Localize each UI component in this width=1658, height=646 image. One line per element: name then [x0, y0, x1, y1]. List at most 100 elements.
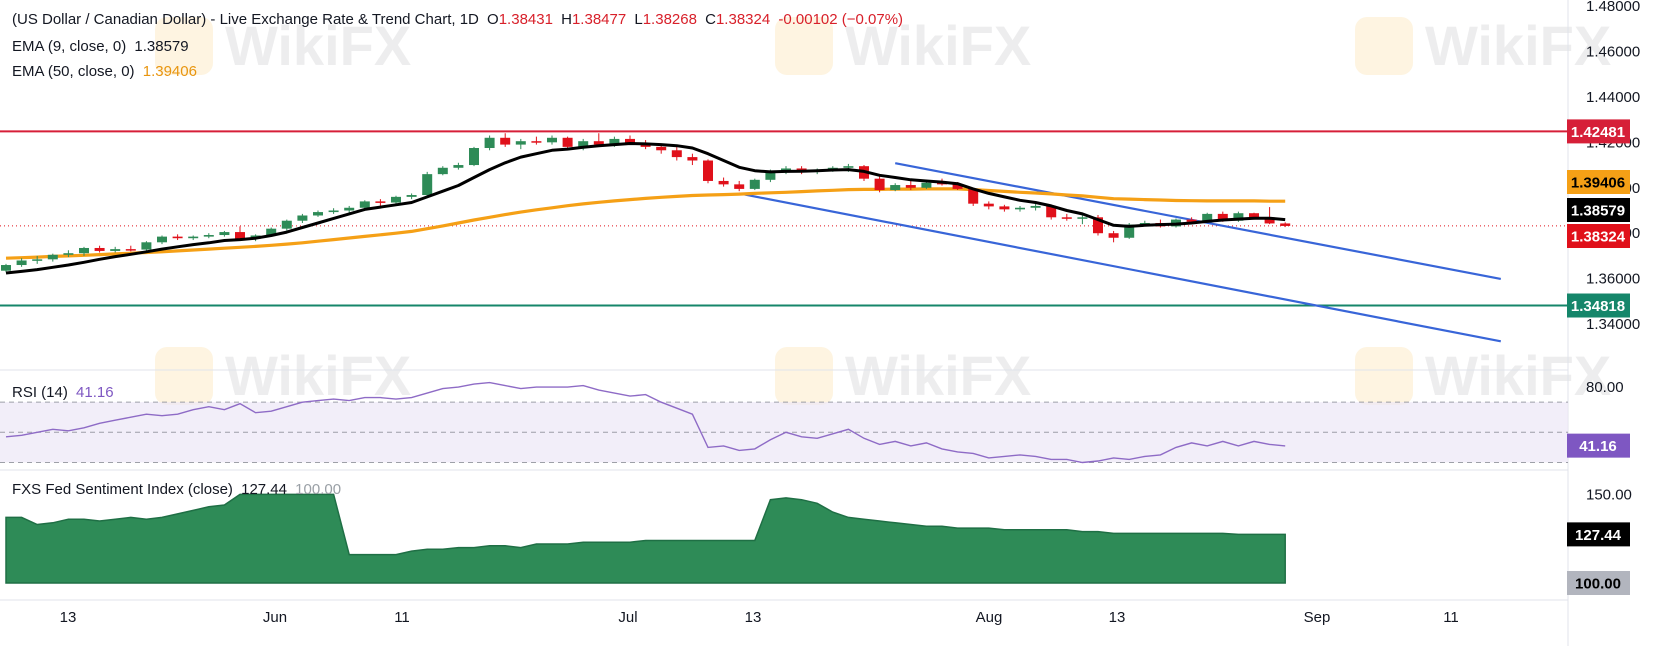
candle-body	[687, 157, 698, 161]
candle-body	[1077, 217, 1088, 219]
open-label: O	[487, 11, 499, 28]
candle-body	[921, 182, 932, 188]
candle-body	[983, 203, 994, 207]
rsi-label: RSI (14)	[12, 384, 68, 401]
watermark-logo	[155, 17, 213, 75]
candle-body	[1233, 213, 1244, 221]
rsi-value: 41.16	[76, 384, 114, 401]
time-tick-label: 11	[1443, 609, 1459, 626]
fxs-area	[5, 493, 1286, 584]
watermark-layer: WikiFX WikiFX WikiFX WikiFX WikiFX WikiFX	[155, 14, 1611, 407]
watermark-logo	[155, 347, 213, 405]
time-tick-label: Jul	[618, 609, 637, 626]
candle-body	[203, 235, 214, 237]
channel-line	[738, 192, 1502, 343]
candle-body	[1015, 207, 1025, 210]
level-badge-bg	[1567, 119, 1630, 144]
price-tick-label: 1.44000	[1586, 89, 1640, 106]
ema9-value: 1.38579	[134, 38, 189, 55]
level-badge: 1.34818	[1571, 298, 1625, 315]
candle-body	[422, 174, 433, 196]
fxs-badge-bg	[1567, 522, 1630, 547]
candle-body	[671, 150, 682, 158]
candle-body	[266, 228, 277, 236]
price-tick-label: 1.46000	[1586, 43, 1640, 60]
candle-body	[765, 170, 776, 180]
chart-legend-main: (US Dollar / Canadian Dollar) - Live Exc…	[12, 11, 907, 29]
watermark-text: WikiFX	[1425, 14, 1611, 77]
watermark-logo	[775, 347, 833, 405]
level-badge-bg	[1567, 293, 1630, 318]
time-tick-label: 13	[1109, 609, 1126, 626]
candle-body	[968, 188, 979, 204]
watermark-text: WikiFX	[845, 344, 1031, 407]
candle-body	[1249, 213, 1259, 218]
rsi-pane	[0, 381, 1568, 464]
candle-body	[63, 253, 74, 255]
candle-body	[32, 259, 43, 261]
ema50-legend: EMA (50, close, 0) 1.39406	[12, 63, 201, 81]
candle-body	[297, 215, 308, 221]
time-tick-label: 11	[394, 609, 410, 626]
candle-body	[94, 247, 105, 251]
candle-body	[47, 254, 58, 260]
candle-body	[235, 232, 245, 239]
candle-body	[625, 138, 635, 144]
candle-body	[500, 137, 511, 145]
ema50-line	[5, 187, 1286, 260]
candle-body	[281, 220, 292, 229]
candle-body	[141, 242, 152, 250]
candle-body	[843, 166, 854, 168]
time-tick-label: Aug	[976, 609, 1003, 626]
candle-body	[1124, 224, 1135, 238]
candle-body	[344, 207, 355, 211]
last-price-badge-bg	[1567, 224, 1630, 248]
candle-body	[1046, 205, 1057, 218]
rsi-tick-label: 80.00	[1586, 379, 1624, 396]
time-tick-label: 13	[745, 609, 762, 626]
price-pane	[0, 130, 1568, 343]
price-axis[interactable]: 1.480001.460001.440001.420001.400001.380…	[1567, 0, 1640, 595]
candle-body	[1139, 222, 1150, 225]
watermark-logo	[1355, 17, 1413, 75]
price-tick-label: 1.36000	[1586, 271, 1640, 288]
ema9-badge-bg	[1567, 198, 1630, 222]
fxs-value-2: 100.00	[295, 481, 342, 498]
candle-body	[437, 167, 448, 175]
candle-body	[172, 236, 183, 239]
time-axis[interactable]: 13 Jun 11 Jul 13 Aug 13 Sep 11	[60, 609, 1459, 626]
time-tick-label: Sep	[1304, 609, 1331, 626]
last-price-badge: 1.38324	[1571, 229, 1626, 246]
candle-body	[703, 160, 713, 181]
candle-body	[453, 165, 464, 168]
close-value: 1.38324	[715, 11, 771, 28]
ema9-legend: EMA (9, close, 0) 1.38579	[12, 38, 193, 56]
candle-body	[1264, 217, 1275, 224]
rsi-legend: RSI (14) 41.16	[12, 384, 118, 402]
candle-body	[905, 185, 916, 188]
fxs-badge: 127.44	[1575, 527, 1622, 544]
candle-body	[531, 141, 542, 143]
candle-body	[469, 148, 479, 166]
ema50-label: EMA (50, close, 0)	[12, 63, 135, 80]
fxs-base-badge-bg	[1567, 571, 1630, 595]
watermark-text: WikiFX	[845, 14, 1031, 77]
ema9-badge: 1.38579	[1571, 203, 1625, 220]
candle-body	[110, 249, 121, 251]
candle-body	[1030, 205, 1041, 208]
watermark-logo	[1355, 347, 1413, 405]
open-value: 1.38431	[498, 11, 553, 28]
ema50-badge-bg	[1567, 170, 1630, 194]
candle-body	[1, 265, 11, 271]
ema9-label: EMA (9, close, 0)	[12, 38, 127, 55]
fxs-base-badge: 100.00	[1575, 576, 1621, 593]
candle-body	[718, 180, 729, 185]
candle-body	[328, 210, 339, 213]
watermark-logo	[775, 17, 833, 75]
price-tick-label: 1.48000	[1586, 0, 1640, 15]
time-tick-label: Jun	[263, 609, 287, 626]
fxs-legend: FXS Fed Sentiment Index (close) 127.44 1…	[12, 481, 345, 499]
fxs-value-1: 127.44	[241, 481, 287, 498]
candle-body	[1280, 223, 1291, 226]
